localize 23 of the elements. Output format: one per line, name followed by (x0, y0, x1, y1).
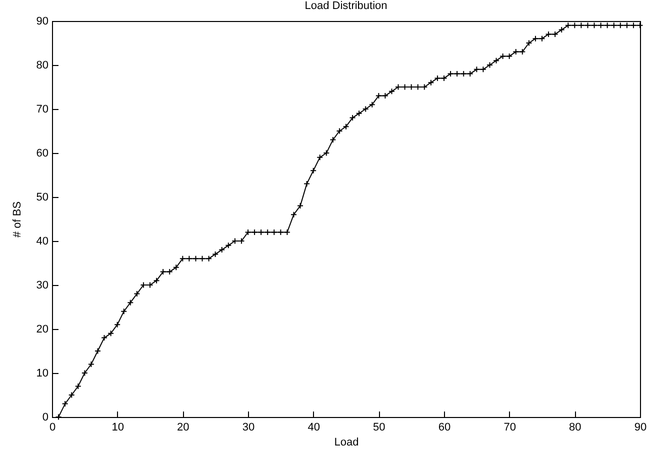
x-tick-label: 10 (112, 422, 124, 434)
y-tick-label: 70 (36, 104, 48, 116)
y-tick-label: 30 (36, 280, 48, 292)
x-tick-label: 50 (373, 422, 386, 434)
y-tick-label: 90 (36, 16, 48, 28)
x-tick-label: 80 (569, 422, 582, 434)
x-tick-label: 0 (49, 422, 56, 434)
y-axis-title: # of BS (11, 201, 24, 238)
x-tick-label: 30 (242, 422, 255, 434)
y-tick-label: 40 (36, 236, 48, 248)
x-axis-title: Load (334, 436, 359, 448)
x-tick-label: 70 (504, 422, 516, 434)
x-tick-label: 90 (634, 422, 647, 434)
chart-title: Load Distribution (304, 0, 388, 12)
x-tick-label: 60 (438, 422, 451, 434)
y-tick-label: 50 (36, 192, 48, 204)
x-tick-label: 20 (177, 422, 190, 434)
y-tick-label: 10 (36, 368, 48, 380)
y-tick-label: 20 (36, 324, 48, 336)
y-tick-label: 80 (36, 60, 48, 72)
y-tick-label: 0 (42, 412, 48, 424)
x-tick-label: 40 (308, 422, 320, 434)
y-tick-label: 60 (36, 148, 48, 160)
